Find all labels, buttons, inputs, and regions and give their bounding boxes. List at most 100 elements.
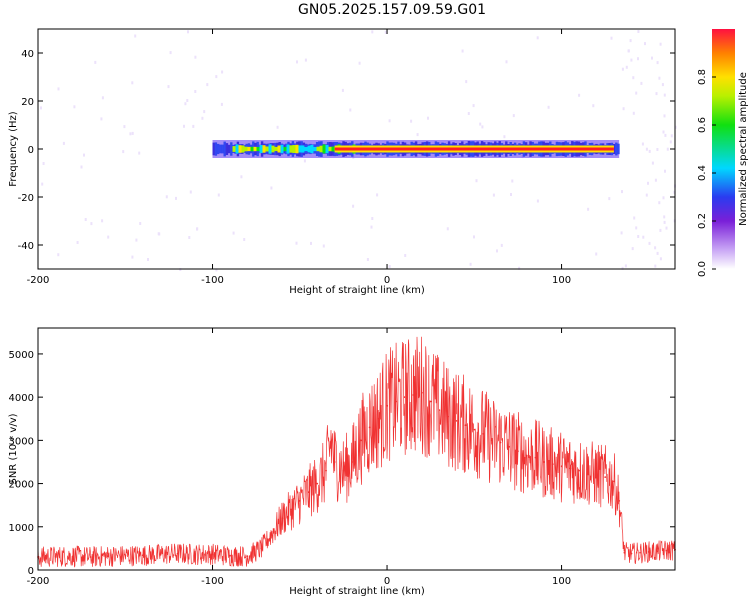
speckle-cell [147, 258, 149, 261]
snr-point [394, 400, 397, 403]
speckle-cell [635, 226, 638, 230]
speckle-cell [465, 80, 468, 84]
snr-frame [37, 327, 676, 571]
speckle-cell [661, 83, 664, 87]
colorbar-tick-label: 0.8 [697, 69, 708, 85]
snr-point [272, 530, 275, 532]
speckle-cell [184, 102, 187, 106]
speckle-cell [645, 193, 648, 197]
spectrogram-y-axis-label: Frequency (Hz) [8, 111, 19, 187]
speckle-cell [194, 55, 197, 59]
speckle-cell [90, 222, 93, 226]
speckle-cell [666, 147, 669, 151]
snr-point [298, 500, 301, 502]
speckle-cell [654, 178, 657, 182]
speckle-cell [201, 116, 204, 120]
snr-x-axis-label: Height of straight line (km) [289, 586, 425, 597]
snr-point [604, 476, 607, 478]
speckle-cell [410, 119, 413, 123]
snr-point [455, 420, 458, 422]
speckle-cell [232, 231, 235, 235]
ridge-mid-cell [274, 146, 278, 152]
colorbar-tick-label: 0.6 [697, 117, 708, 133]
speckle-cell [217, 193, 220, 197]
speckle-cell [240, 175, 243, 179]
spectrogram-x-tick-label: -100 [201, 275, 224, 286]
speckle-cell [640, 81, 643, 85]
speckle-cell [310, 241, 312, 245]
speckle-cell [621, 266, 624, 270]
snr-point [211, 553, 214, 555]
speckle-cell [122, 150, 125, 154]
ridge-envelope-cell [227, 144, 231, 154]
snr-point [89, 556, 92, 558]
snr-y-axis-label: SNR (10 * v/v) [8, 413, 19, 484]
ridge-mid-cell [256, 147, 260, 152]
speckle-cell [352, 204, 355, 208]
speckle-cell [358, 61, 361, 65]
ridge-envelope-cell [219, 144, 222, 154]
speckle-cell [635, 91, 638, 95]
ridge-mid-cell [271, 145, 275, 153]
speckle-cell [84, 218, 87, 221]
speckle-cell [632, 111, 635, 115]
speckle-cell [610, 36, 613, 40]
snr-point [438, 409, 441, 411]
snr-point [159, 553, 162, 556]
snr-line [37, 336, 676, 568]
speckle-cell [659, 42, 662, 46]
speckle-cell [175, 196, 177, 200]
ridge-mid-cell [250, 146, 254, 152]
snr-y-axis: 0 1000 2000 3000 4000 5000 [9, 350, 675, 577]
speckle-cell [94, 60, 97, 64]
spectrogram-y-tick-label: -40 [18, 241, 34, 252]
speckle-cell [637, 30, 640, 33]
speckle-cell [446, 227, 449, 231]
snr-y-tick-label: 2000 [9, 480, 34, 491]
ridge-mid-cell [286, 144, 290, 154]
snr-x-tick-label: -100 [201, 576, 224, 587]
speckle-cell [139, 222, 142, 225]
snr-point [386, 404, 388, 407]
snr-panel: -200 -100 0 100 0 1000 2000 3000 4000 5000 Heigh… [8, 327, 676, 597]
spectrogram-y-tick-label: -20 [18, 193, 34, 204]
snr-point [656, 550, 659, 553]
ridge-mid-cell [247, 146, 251, 152]
speckle-cell [129, 132, 132, 136]
speckle-cell [475, 179, 478, 183]
ridge-peak-core [334, 147, 614, 151]
snr-point [260, 547, 263, 550]
speckle-cell [131, 81, 134, 85]
snr-point [623, 551, 626, 554]
speckle-cell [673, 190, 676, 194]
snr-point [525, 454, 528, 457]
speckle-cell [80, 165, 83, 169]
speckle-cell [427, 116, 429, 120]
speckle-cell [206, 83, 209, 87]
speckle-cell [633, 216, 636, 220]
ridge-envelope-cell [212, 142, 215, 156]
speckle-cell [648, 149, 651, 153]
ridge-mid-cell [280, 144, 284, 154]
speckle-cell [100, 117, 103, 121]
snr-point [490, 439, 493, 442]
snr-point [534, 456, 537, 459]
speckle-cell [388, 265, 391, 268]
speckle-cell [664, 133, 667, 137]
speckle-cell [631, 247, 634, 251]
snr-point [499, 441, 502, 444]
colorbar-ticks: 0.0 0.2 0.4 0.6 0.8 [697, 69, 716, 277]
speckle-cell [622, 107, 625, 111]
speckle-cell [376, 193, 379, 197]
speckle-cell [632, 76, 635, 80]
snr-series [37, 336, 676, 568]
speckle-cell [215, 75, 218, 79]
speckle-cell [637, 57, 639, 61]
snr-point [333, 461, 336, 463]
snr-point [429, 400, 432, 403]
snr-point [176, 552, 179, 555]
speckle-cell [662, 196, 665, 200]
ridge-mid-cell [328, 146, 332, 152]
snr-point [630, 552, 633, 555]
ridge-envelope-cell [615, 142, 618, 156]
